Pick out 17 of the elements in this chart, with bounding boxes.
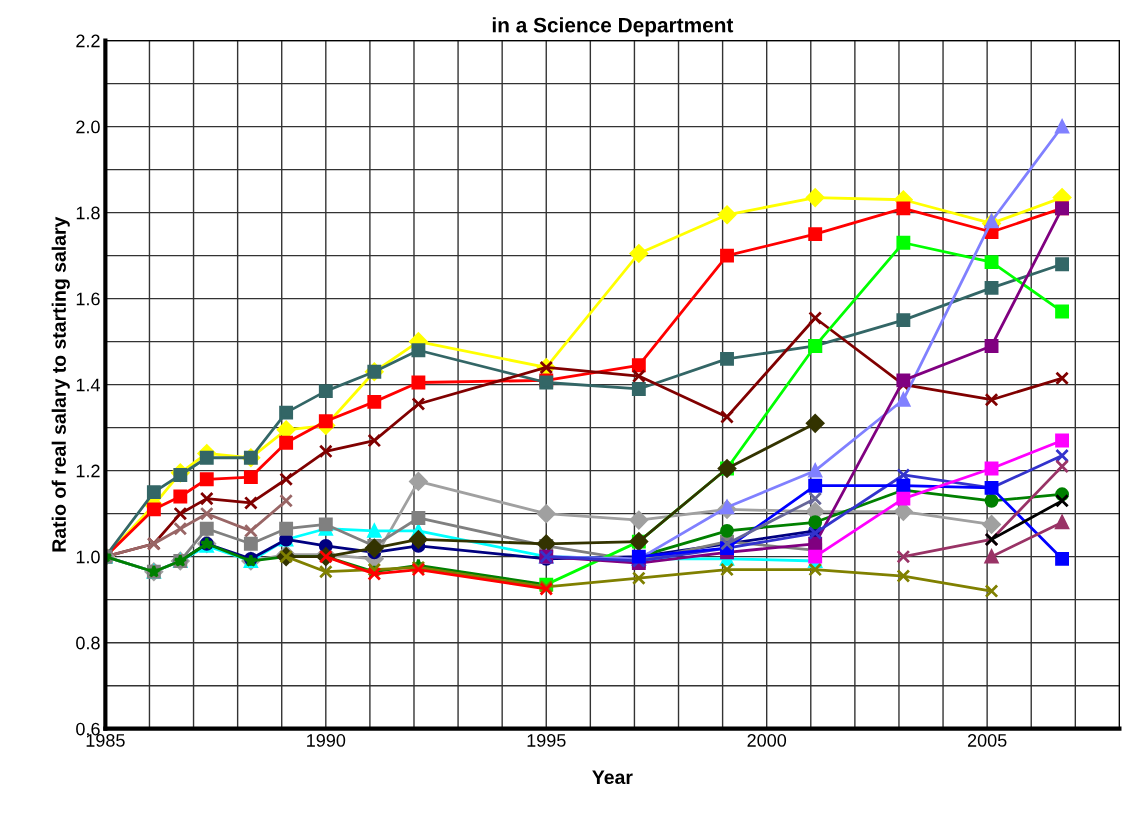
y-tick-label: 1.2 — [76, 464, 100, 478]
x-tick-label: 2000 — [747, 734, 787, 747]
x-tick-label: 1995 — [527, 734, 566, 747]
y-tick-label: 1.8 — [76, 206, 100, 220]
x-tick-label: 2005 — [967, 734, 1007, 747]
y-tick-label: 1.0 — [76, 550, 100, 564]
x-tick-label: 1985 — [86, 734, 125, 747]
x-axis-title: Year — [592, 770, 633, 785]
x-tick-label: 1990 — [307, 734, 346, 747]
y-tick-label: 2.0 — [76, 120, 100, 134]
y-tick-label: 2.2 — [76, 34, 100, 48]
y-tick-label: 0.8 — [76, 636, 100, 650]
y-axis-title: Ratio of real salary to starting salary — [51, 216, 70, 552]
y-tick-label: 0.6 — [76, 722, 100, 736]
y-tick-label: 1.6 — [76, 292, 100, 306]
y-tick-label: 1.4 — [76, 378, 100, 392]
chart-title: in a Science Department — [492, 17, 734, 37]
